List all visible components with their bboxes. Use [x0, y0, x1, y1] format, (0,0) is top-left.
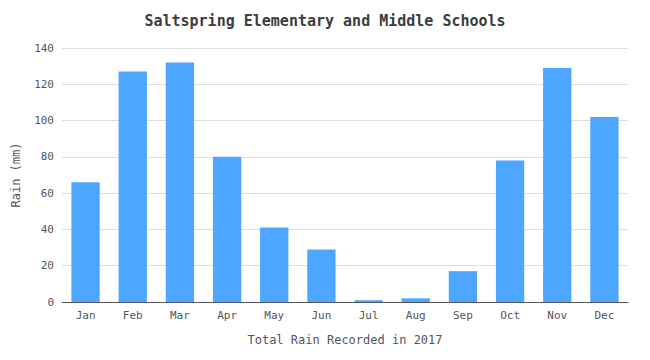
svg-text:Mar: Mar	[170, 309, 190, 322]
svg-text:Jul: Jul	[359, 309, 379, 322]
svg-text:Apr: Apr	[217, 309, 237, 322]
svg-text:Sep: Sep	[453, 309, 473, 322]
svg-text:Dec: Dec	[594, 309, 614, 322]
svg-text:Oct: Oct	[500, 309, 520, 322]
svg-text:120: 120	[34, 78, 54, 91]
svg-text:Nov: Nov	[547, 309, 567, 322]
svg-text:80: 80	[41, 150, 54, 163]
svg-text:Aug: Aug	[406, 309, 426, 322]
svg-text:Total Rain Recorded in 2017: Total Rain Recorded in 2017	[247, 333, 442, 347]
svg-text:0: 0	[47, 296, 54, 309]
svg-text:Jan: Jan	[76, 309, 96, 322]
svg-text:20: 20	[41, 259, 54, 272]
svg-text:Saltspring Elementary and Midd: Saltspring Elementary and Middle Schools	[144, 12, 505, 30]
svg-text:Feb: Feb	[123, 309, 143, 322]
svg-text:Jun: Jun	[311, 309, 331, 322]
svg-text:Rain (mm): Rain (mm)	[9, 142, 23, 207]
svg-text:60: 60	[41, 187, 54, 200]
svg-text:140: 140	[34, 42, 54, 55]
svg-text:40: 40	[41, 223, 54, 236]
svg-text:May: May	[264, 309, 284, 322]
svg-text:100: 100	[34, 114, 54, 127]
